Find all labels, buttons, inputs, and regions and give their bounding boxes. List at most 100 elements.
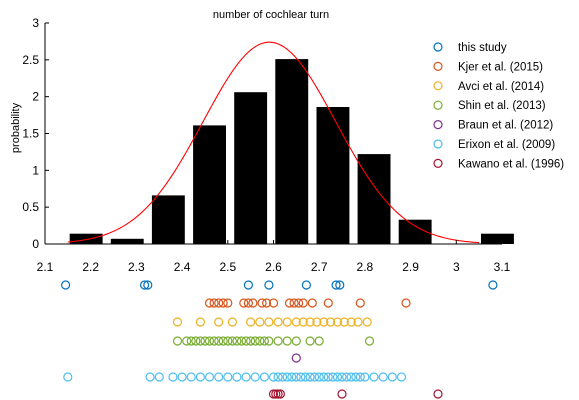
dot-2-11 [305,317,315,327]
dot-5-37 [387,372,397,382]
dot-5-24 [314,372,324,382]
dot-3-0 [172,336,183,346]
dot-5-28 [332,372,343,382]
dot-1-3 [218,298,228,308]
dot-3-24 [314,336,324,346]
dot-2-9 [291,317,301,327]
bar-9 [481,233,514,244]
dot-1-6 [243,298,253,308]
x-tick-label-9: 3 [453,260,460,274]
dot-3-17 [255,336,265,346]
dot-2-15 [332,317,343,327]
dot-5-30 [342,372,352,382]
dot-1-9 [262,298,272,308]
dot-2-3 [227,317,237,327]
dot-5-31 [346,372,356,382]
dot-2-17 [346,317,356,327]
dot-1-13 [294,298,304,308]
dot-5-38 [396,372,407,382]
dot-3-9 [218,336,228,346]
dot-1-14 [298,298,308,308]
dot-3-5 [200,336,210,346]
dot-1-1 [209,298,219,308]
x-tick-label-0: 2.1 [37,260,54,274]
dot-0-2 [143,280,153,290]
legend-marker-2 [433,81,443,91]
legend-label-4: Braun et al. (2012) [458,120,553,132]
dot-0-0 [60,280,71,290]
legend-label-2: Avci et al. (2014) [458,81,544,93]
x-tick-label-8: 2.9 [402,260,419,274]
dot-2-4 [246,317,256,327]
plot-area: 2.1 2.2 2.3 2.4 2.5 2.6 2.7 2.8 2.9 3 3.1 0 0.5 1 1.5 2… [22,16,514,399]
dot-5-2 [154,372,164,382]
dot-6-3 [275,389,285,399]
dot-5-11 [241,372,251,382]
dot-5-36 [378,372,388,382]
dot-2-16 [339,317,349,327]
x-tick-label-4: 2.5 [219,260,236,274]
dot-2-7 [273,317,283,327]
dot-5-27 [328,372,338,382]
legend-label-3: Shin et al. (2013) [458,100,546,112]
dot-1-12 [289,298,299,308]
dot-2-5 [255,317,265,327]
dot-5-29 [337,372,347,382]
dot-1-10 [268,298,279,308]
dot-5-14 [268,372,279,382]
dot-2-2 [214,317,224,327]
dot-3-11 [227,336,237,346]
legend-label-1: Kjer et al. (2015) [458,61,543,73]
dot-3-23 [305,336,315,346]
dot-6-5 [433,389,443,399]
dot-5-34 [360,372,370,382]
dot-0-7 [335,280,345,290]
dot-3-20 [273,336,283,346]
dot-1-8 [257,298,267,308]
dot-5-3 [168,372,178,382]
x-tick-label-10: 3.1 [494,260,511,274]
dot-0-8 [488,280,498,290]
dot-5-9 [223,372,233,382]
dot-0-5 [301,280,311,290]
dot-5-22 [305,372,315,382]
dot-5-26 [323,372,333,382]
bar-3 [193,125,226,244]
legend-label-5: Erixon et al. (2009) [458,139,555,151]
y-tick-label-5: 2.5 [22,53,39,67]
bar-1 [110,238,144,244]
dot-5-20 [296,372,306,382]
legend-marker-1 [433,61,443,72]
bar-6 [316,107,350,244]
dot-3-22 [291,336,301,346]
chart-title: number of cochlear turn [213,9,329,21]
dot-2-18 [353,317,363,327]
dot-5-4 [177,372,187,382]
dot-3-7 [209,336,219,346]
dot-1-4 [223,298,233,308]
dot-5-1 [145,372,155,382]
y-axis-label: probability [10,102,22,153]
dot-3-12 [232,336,242,346]
dot-1-15 [307,298,317,308]
dot-1-16 [323,298,333,308]
dot-5-16 [278,372,288,382]
dot-0-6 [331,280,341,290]
dot-3-19 [264,336,274,346]
dot-5-5 [186,372,196,382]
y-tick-label-0: 0 [32,237,39,251]
dot-3-15 [246,336,256,346]
dot-5-0 [63,372,73,382]
y-tick-label-2: 1 [32,163,39,177]
x-tick-label-1: 2.2 [82,260,99,274]
dot-1-0 [204,298,215,308]
legend-marker-6 [433,158,443,168]
dot-3-2 [186,336,196,346]
dot-1-18 [401,298,411,308]
dot-5-21 [300,372,311,382]
x-tick-label-7: 2.8 [357,260,374,274]
dot-0-3 [243,280,253,290]
dot-6-2 [273,389,283,399]
y-tick-label-3: 1.5 [22,127,39,141]
x-tick-label-3: 2.4 [174,260,191,274]
